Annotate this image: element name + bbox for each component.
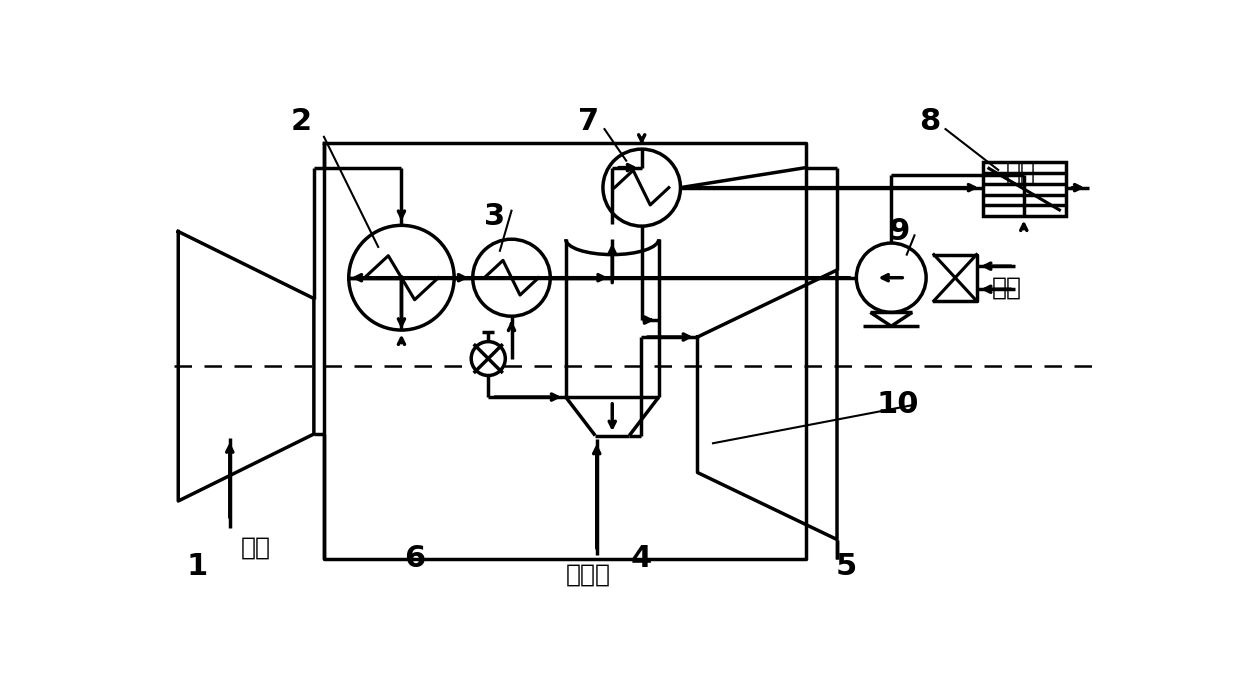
- Text: 给水: 给水: [992, 276, 1022, 300]
- Text: 空气: 空气: [241, 535, 270, 559]
- Text: 10: 10: [877, 391, 919, 419]
- Text: 天然气: 天然气: [565, 562, 611, 586]
- Bar: [982, 162, 1065, 216]
- Text: 废气: 废气: [1006, 160, 1035, 184]
- Text: 8: 8: [919, 107, 941, 136]
- Text: 6: 6: [404, 544, 425, 574]
- Text: 9: 9: [888, 217, 910, 246]
- Text: 2: 2: [290, 107, 311, 136]
- Circle shape: [471, 342, 506, 376]
- Text: 3: 3: [484, 201, 505, 231]
- Text: 4: 4: [631, 544, 652, 574]
- Text: 7: 7: [578, 107, 600, 136]
- Text: 1: 1: [187, 552, 208, 581]
- Text: 5: 5: [836, 552, 857, 581]
